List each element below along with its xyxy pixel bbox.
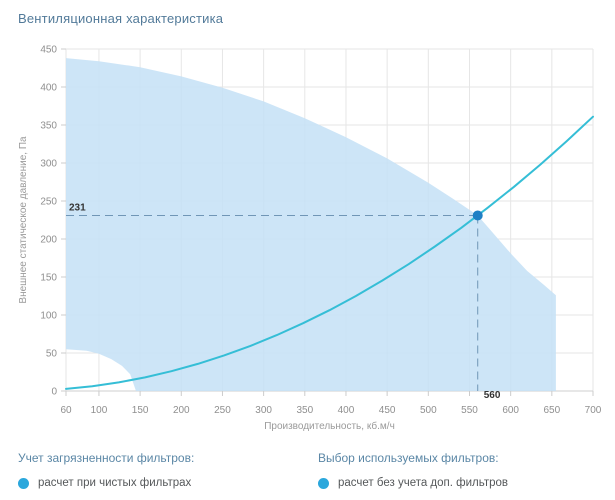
y-tick-label: 300 bbox=[40, 159, 57, 170]
x-tick-label: 400 bbox=[338, 405, 355, 416]
operating-point-marker[interactable] bbox=[472, 210, 483, 221]
x-tick-label: 450 bbox=[379, 405, 396, 416]
y-tick-label: 350 bbox=[40, 121, 57, 132]
legend-section-filter-contamination: Учет загрязненности фильтров: расчет при… bbox=[18, 451, 194, 489]
y-tick-label: 50 bbox=[46, 349, 58, 360]
x-tick-label: 350 bbox=[296, 405, 313, 416]
y-tick-label: 400 bbox=[40, 83, 57, 94]
legend-section-heading: Учет загрязненности фильтров: bbox=[18, 451, 195, 465]
y-axis-title: Внешнее статическое давление, Па bbox=[18, 136, 29, 304]
x-tick-label: 250 bbox=[214, 405, 231, 416]
system-resistance-curve bbox=[65, 115, 594, 390]
operating-envelope-area bbox=[66, 58, 556, 391]
operating-point-y-label: 231 bbox=[69, 202, 86, 213]
y-tick-label: 200 bbox=[40, 235, 57, 246]
legend-item-no-extra-filters[interactable]: расчет без учета доп. фильтров bbox=[318, 477, 508, 489]
y-tick-label: 150 bbox=[40, 273, 57, 284]
x-tick-label: 150 bbox=[132, 405, 149, 416]
x-axis-title: Производительность, кб.м/ч bbox=[264, 420, 395, 432]
legend-item-label: расчет без учета доп. фильтров bbox=[338, 477, 509, 489]
legend-marker-icon bbox=[318, 477, 329, 489]
legend-item-clean-filters[interactable]: расчет при чистых фильтрах bbox=[18, 477, 194, 489]
legend-section-filter-selection: Выбор используемых фильтров: расчет без … bbox=[318, 451, 508, 489]
y-tick-label: 250 bbox=[40, 197, 57, 208]
legend-section-heading: Выбор используемых фильтров: bbox=[318, 451, 499, 465]
x-tick-label: 100 bbox=[91, 405, 108, 416]
x-tick-label: 300 bbox=[255, 405, 272, 416]
y-tick-label: 0 bbox=[51, 387, 57, 398]
x-tick-label: 60 bbox=[60, 405, 72, 416]
page-title: Вентиляционная характеристика bbox=[18, 11, 224, 26]
legend-marker-icon bbox=[18, 477, 29, 489]
ventilation-chart: 60 100 150 200 250 300 350 400 450 500 550 600 650 70… bbox=[18, 45, 602, 433]
x-tick-label: 700 bbox=[585, 405, 602, 416]
x-tick-label: 550 bbox=[461, 405, 478, 416]
y-tick-label: 450 bbox=[40, 45, 57, 56]
legend-item-label: расчет при чистых фильтрах bbox=[38, 477, 192, 489]
x-tick-label: 500 bbox=[420, 405, 437, 416]
y-tick-label: 100 bbox=[40, 311, 57, 322]
x-tick-label: 650 bbox=[543, 405, 560, 416]
x-tick-label: 200 bbox=[173, 405, 190, 416]
x-tick-label: 600 bbox=[502, 405, 519, 416]
operating-point-x-label: 560 bbox=[484, 390, 501, 401]
